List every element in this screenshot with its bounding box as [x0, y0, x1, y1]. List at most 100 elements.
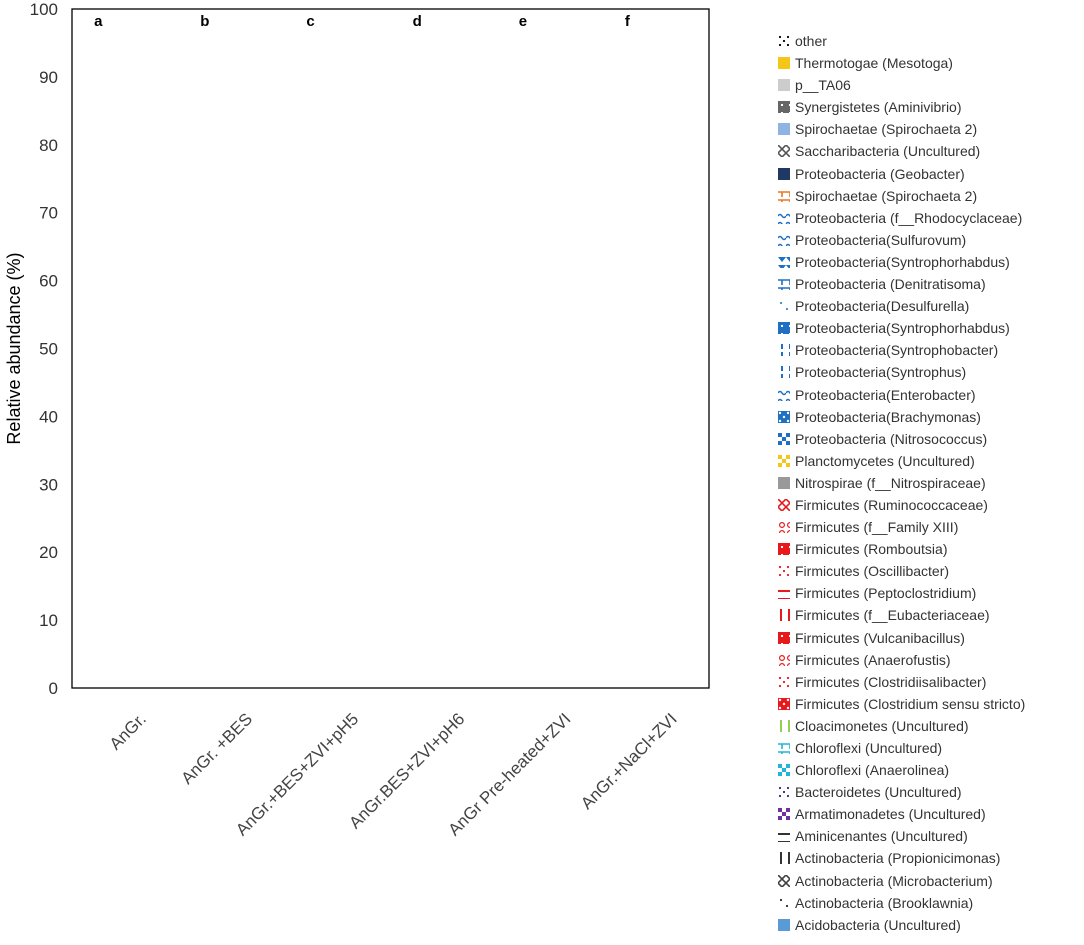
legend-label: Spirochaetae (Spirochaeta 2)	[795, 187, 978, 204]
legend-label: Firmicutes (Peptoclostridium)	[795, 585, 977, 602]
legend-label: Saccharibacteria (Uncultured)	[795, 143, 981, 160]
legend-label: Proteobacteria(Desulfurella)	[795, 298, 970, 315]
y-tick-label: 70	[39, 204, 58, 223]
panel-letter: e	[519, 13, 527, 30]
legend-item: Firmicutes (Vulcanibacillus)	[776, 627, 1082, 649]
legend-swatch	[778, 830, 790, 843]
legend-item: Proteobacteria(Desulfurella)	[776, 295, 1082, 317]
y-axis-title: Relative abundance (%)	[4, 252, 24, 444]
x-tick-label: AnGr. +BES	[177, 709, 256, 788]
legend-label: Thermotogae (Mesotoga)	[795, 55, 953, 72]
panel-letter: c	[306, 13, 314, 30]
legend-swatch	[778, 35, 790, 47]
legend-label: Aminicenantes (Uncultured)	[795, 828, 968, 845]
x-tick-label: AnGr.	[106, 709, 150, 753]
legend-label: Chloroflexi (Anaerolinea)	[795, 762, 950, 779]
legend-swatch	[778, 653, 790, 666]
panel-letter: b	[200, 13, 209, 30]
legend-swatch	[778, 697, 790, 710]
legend-swatch	[778, 543, 790, 556]
y-tick-label: 60	[39, 272, 58, 291]
y-tick-label: 80	[39, 136, 58, 155]
legend-item: Bacteroidetes (Uncultured)	[776, 781, 1082, 803]
legend-label: Actinobacteria (Brooklawnia)	[795, 894, 974, 911]
legend-item: Proteobacteria(Syntrophorhabdus)	[776, 251, 1082, 273]
legend-item: Nitrospirae (f__Nitrospiraceae)	[776, 472, 1082, 494]
legend-swatch	[778, 476, 790, 489]
legend-item: Firmicutes (f__Family XIII)	[776, 516, 1082, 538]
legend-item: Acidobacteria (Uncultured)	[776, 914, 1082, 936]
legend-swatch	[778, 300, 790, 313]
legend-label: Proteobacteria (Denitratisoma)	[795, 276, 986, 293]
legend-label: Cloacimonetes (Uncultured)	[795, 717, 969, 734]
legend-item: Planctomycetes (Uncultured)	[776, 450, 1082, 472]
y-tick-label: 50	[39, 340, 58, 359]
legend-label: Proteobacteria(Syntrophorhabdus)	[795, 320, 1010, 337]
legend-swatch	[778, 896, 790, 909]
legend-swatch	[778, 609, 790, 622]
y-tick-label: 40	[39, 407, 58, 426]
legend-label: Firmicutes (Romboutsia)	[795, 541, 948, 558]
legend-swatch	[778, 742, 790, 754]
legend-item: Firmicutes (Clostridium sensu stricto)	[776, 693, 1082, 715]
legend-item: Proteobacteria(Enterobacter)	[776, 384, 1082, 406]
legend-item: Cloacimonetes (Uncultured)	[776, 715, 1082, 737]
y-tick-label: 30	[39, 475, 58, 494]
legend-item: Thermotogae (Mesotoga)	[776, 52, 1082, 74]
legend-swatch	[778, 167, 790, 180]
legend-item: Proteobacteria (Geobacter)	[776, 163, 1082, 185]
x-tick-label: AnGr.BES+ZVI+pH6	[345, 709, 468, 832]
panel-letter: f	[625, 13, 631, 30]
legend-swatch	[778, 79, 790, 92]
panel-letter: d	[413, 13, 422, 30]
legend-swatch	[778, 764, 790, 777]
panel-letter: a	[94, 13, 103, 30]
y-tick-label: 20	[39, 543, 58, 562]
legend-label: Synergistetes (Aminivibrio)	[795, 99, 962, 116]
legend-label: Proteobacteria (f__Rhodocyclaceae)	[795, 209, 1023, 226]
legend-label: Firmicutes (Oscillibacter)	[795, 563, 950, 580]
legend-label: Firmicutes (Clostridium sensu stricto)	[795, 695, 1026, 712]
legend-item: Synergistetes (Aminivibrio)	[776, 96, 1082, 118]
legend-swatch	[778, 145, 790, 158]
legend-item: Actinobacteria (Brooklawnia)	[776, 892, 1082, 914]
legend-swatch	[778, 388, 790, 401]
legend-swatch	[778, 454, 790, 467]
legend-item: Proteobacteria(Syntrophus)	[776, 361, 1082, 383]
legend-item: Firmicutes (Clostridiisalibacter)	[776, 671, 1082, 693]
legend-swatch	[778, 255, 790, 268]
legend-item: Actinobacteria (Propionicimonas)	[776, 847, 1082, 869]
legend-label: other	[795, 33, 827, 49]
legend-label: Proteobacteria (Nitrosococcus)	[795, 430, 988, 447]
legend-item: Proteobacteria(Syntrophobacter)	[776, 339, 1082, 361]
legend-item: Firmicutes (Anaerofustis)	[776, 649, 1082, 671]
legend-item: Proteobacteria(Syntrophorhabdus)	[776, 317, 1082, 339]
legend-item: Chloroflexi (Anaerolinea)	[776, 759, 1082, 781]
legend-swatch	[778, 786, 790, 799]
legend-label: Chloroflexi (Uncultured)	[795, 740, 943, 756]
legend-swatch	[778, 189, 790, 202]
legend-swatch	[778, 808, 790, 821]
legend-label: Firmicutes (Ruminococcaceae)	[795, 496, 988, 513]
legend-item: Proteobacteria(Sulfurovum)	[776, 229, 1082, 251]
legend-label: Spirochaetae (Spirochaeta 2)	[795, 121, 978, 138]
legend-label: Armatimonadetes (Uncultured)	[795, 806, 986, 823]
legend-swatch	[778, 874, 790, 887]
legend-label: Firmicutes (Clostridiisalibacter)	[795, 673, 987, 690]
legend-item: p__TA06	[776, 74, 1082, 96]
legend-swatch	[778, 366, 790, 379]
x-tick-label: AnGr.+NaCl+ZVI	[577, 709, 681, 813]
legend-label: Proteobacteria (Geobacter)	[795, 165, 965, 182]
legend-swatch	[778, 565, 790, 578]
legend-label: Acidobacteria (Uncultured)	[795, 916, 961, 933]
legend-item: Proteobacteria (Nitrosococcus)	[776, 428, 1082, 450]
legend-label: Proteobacteria(Syntrophobacter)	[795, 342, 999, 359]
legend-item: Saccharibacteria (Uncultured)	[776, 140, 1082, 162]
plot-area	[71, 8, 710, 689]
legend-swatch	[778, 432, 790, 445]
legend-swatch	[778, 675, 790, 688]
legend-swatch	[778, 498, 790, 511]
legend-swatch	[778, 123, 790, 136]
